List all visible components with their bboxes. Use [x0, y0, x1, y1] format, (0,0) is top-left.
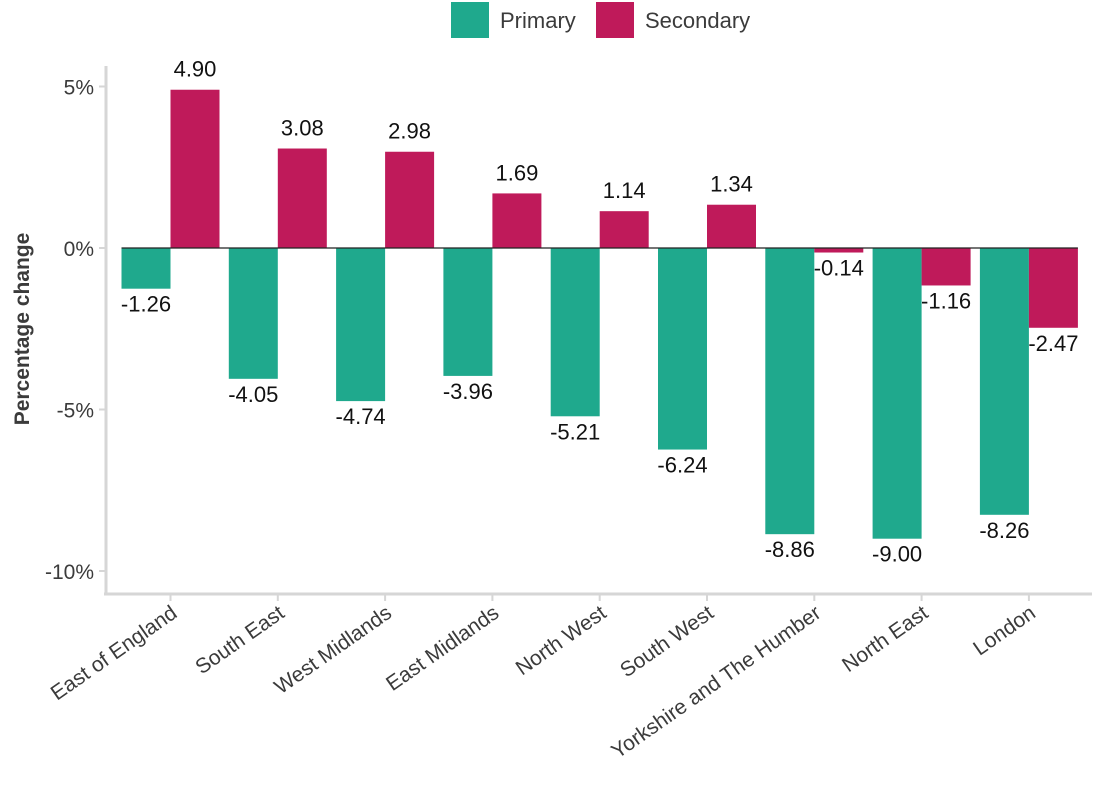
value-label-secondary-north-west: 1.14 — [603, 178, 646, 203]
y-tick-label: -10% — [45, 561, 94, 584]
category-label-north-east: North East — [838, 601, 933, 677]
bar-primary-north-west — [550, 248, 600, 417]
y-tick-label: 0% — [64, 238, 94, 261]
bar-primary-west-midlands — [336, 248, 386, 402]
category-label-south-west: South West — [616, 601, 718, 682]
value-label-secondary-north-east: -1.16 — [921, 288, 971, 313]
legend: Primary Secondary — [451, 2, 750, 38]
legend-swatch-primary — [451, 2, 489, 38]
bar-primary-london — [979, 248, 1029, 515]
bar-secondary-south-east — [277, 148, 327, 248]
y-tick-label: -5% — [57, 400, 94, 423]
value-label-secondary-south-east: 3.08 — [281, 116, 324, 141]
value-label-primary-south-east: -4.05 — [228, 382, 278, 407]
category-label-london: London — [969, 601, 1040, 660]
value-label-secondary-west-midlands: 2.98 — [388, 119, 431, 144]
category-label-south-east: South East — [191, 601, 288, 679]
legend-label-primary: Primary — [500, 8, 576, 33]
bar-secondary-south-west — [707, 204, 756, 248]
y-axis: 5% 0% -5% -10% — [45, 66, 108, 594]
value-label-primary-west-midlands: -4.74 — [336, 404, 386, 429]
category-label-yorkshire-and-the-humber: Yorkshire and The Humber — [607, 601, 825, 763]
bar-primary-south-west — [658, 248, 707, 450]
bar-primary-south-east — [228, 248, 278, 379]
value-label-secondary-london: -2.47 — [1028, 331, 1078, 356]
y-axis-label: Percentage change — [11, 233, 34, 426]
value-label-primary-yorkshire-and-the-humber: -8.86 — [765, 537, 815, 562]
value-label-secondary-east-midlands: 1.69 — [495, 160, 538, 185]
bar-secondary-london — [1028, 248, 1078, 328]
category-label-west-midlands: West Midlands — [270, 601, 396, 699]
bar-secondary-east-of-england — [170, 89, 220, 248]
value-label-primary-south-west: -6.24 — [657, 453, 707, 478]
value-label-secondary-east-of-england: 4.90 — [174, 57, 217, 82]
value-label-primary-east-of-england: -1.26 — [121, 292, 171, 317]
bar-secondary-north-west — [599, 211, 649, 248]
value-label-primary-london: -8.26 — [979, 518, 1029, 543]
value-label-secondary-south-west: 1.34 — [710, 172, 753, 197]
value-label-primary-east-midlands: -3.96 — [443, 379, 493, 404]
y-tick-label: 5% — [64, 77, 94, 100]
legend-label-secondary: Secondary — [645, 8, 750, 33]
value-label-secondary-yorkshire-and-the-humber: -0.14 — [814, 256, 864, 281]
value-labels: -1.26 -4.05 -4.74 -3.96 -5.21 -6.24 -8.86 -9.00… — [121, 57, 1079, 567]
legend-swatch-secondary — [596, 2, 634, 38]
bar-secondary-yorkshire-and-the-humber — [814, 248, 864, 253]
bar-secondary-east-midlands — [492, 193, 542, 248]
bar-primary-east-midlands — [443, 248, 493, 376]
category-label-east-of-england: East of England — [47, 601, 182, 705]
value-label-primary-north-west: -5.21 — [550, 419, 600, 444]
bar-primary-north-east — [872, 248, 922, 539]
category-label-east-midlands: East Midlands — [382, 601, 503, 695]
bar-secondary-west-midlands — [385, 151, 435, 248]
x-axis — [104, 592, 1092, 601]
category-label-north-west: North West — [512, 601, 611, 680]
bar-primary-east-of-england — [121, 248, 171, 289]
value-label-primary-north-east: -9.00 — [872, 542, 922, 567]
bars — [121, 89, 1078, 539]
bar-primary-yorkshire-and-the-humber — [765, 248, 815, 535]
bar-secondary-north-east — [921, 248, 971, 286]
